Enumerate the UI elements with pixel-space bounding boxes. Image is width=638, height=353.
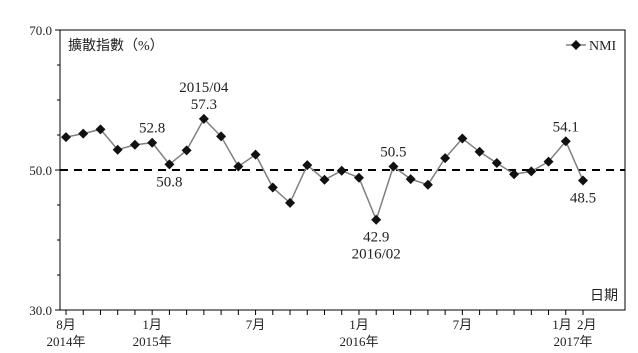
data-point [250,149,261,160]
data-point [353,172,364,183]
data-point [336,165,347,176]
data-point [285,197,296,208]
data-label: 48.5 [570,191,596,207]
data-point [267,182,278,193]
data-point [578,175,588,186]
legend-label: NMI [589,39,617,54]
data-point [526,166,537,177]
data-label: 54.1 [553,119,579,135]
data-point [61,132,71,143]
data-point [474,146,485,157]
x-tick-label-month: 7月 [246,317,266,332]
data-point [491,158,502,168]
data-point [388,161,399,172]
x-tick-label-year: 2017年 [553,334,592,349]
data-point [405,174,416,185]
data-label: 42.9 [363,230,389,246]
x-axis-label: 日期 [590,288,618,304]
data-point [371,214,382,225]
legend: NMI [566,39,617,54]
data-point [95,124,106,135]
data-label: 2015/04 [179,80,229,96]
x-tick-label-month: 1月 [349,317,369,332]
data-point [422,179,433,190]
data-label: 2016/02 [352,247,401,263]
x-tick-label-year: 2014年 [46,334,85,349]
y-axis-label: 擴散指數（%） [68,37,164,54]
data-label: 50.5 [380,145,406,161]
legend-marker [571,40,581,50]
data-label: 52.8 [139,121,165,137]
x-tick-label-month: 1月 [552,317,572,332]
y-tick-label: 70.0 [29,23,52,38]
data-point [216,131,227,142]
data-label: 50.8 [156,174,182,190]
x-tick-label-year: 2015年 [133,334,172,349]
data-point [319,174,330,185]
data-point [509,169,520,180]
data-point [560,136,571,147]
data-point [181,145,192,156]
data-point [440,153,451,164]
data-point [543,156,554,167]
x-tick-label-month: 2月 [577,317,597,332]
y-tick-label: 30.0 [29,303,52,318]
x-tick-label-month: 8月 [56,317,76,332]
data-point [457,133,468,144]
data-point [78,128,89,139]
x-tick-label-year: 2016年 [339,334,378,349]
y-tick-label: 50.0 [29,163,52,178]
data-point [198,113,209,124]
data-point [129,139,140,150]
data-point [147,137,158,148]
x-tick-label-month: 7月 [453,317,473,332]
data-point [233,161,244,172]
data-point [302,160,313,171]
data-point [164,159,175,170]
data-point [112,144,123,155]
x-tick-label-month: 1月 [142,317,162,332]
data-label: 57.3 [191,97,217,113]
